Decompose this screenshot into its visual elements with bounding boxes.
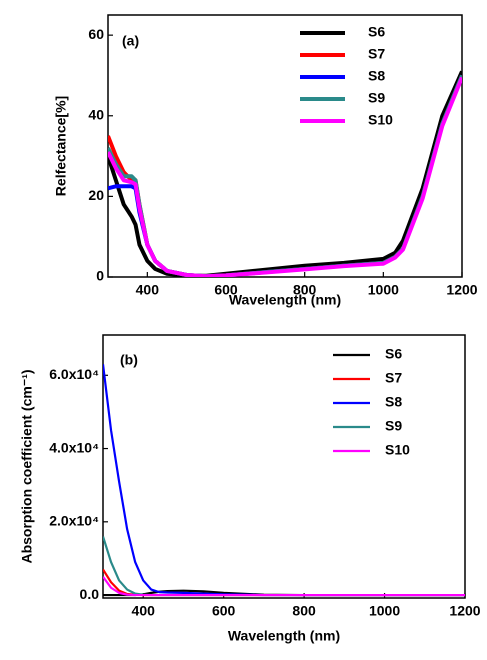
data-line [108,74,462,277]
y-tick-label: 6.0x10⁴ [49,366,99,382]
y-tick-label: 60 [88,26,104,42]
data-line [103,364,465,597]
panel-label: (a) [122,33,139,49]
legend-label: S8 [385,394,402,410]
legend-label: S6 [385,346,402,362]
x-tick-label: 800 [292,603,316,619]
y-tick-label: 20 [88,187,104,203]
x-tick-label: 1000 [368,282,399,298]
y-tick-label: 4.0x10⁴ [49,439,99,455]
y-tick-label: 0.0 [80,586,100,602]
legend-label: S9 [385,418,402,434]
data-line [103,576,465,597]
data-line [108,70,462,277]
plot-area [108,70,462,277]
data-line [108,74,462,277]
y-axis-label: Relfectance[%] [53,96,69,196]
legend-label: S7 [368,46,385,62]
y-tick-label: 2.0x10⁴ [49,513,99,529]
y-axis-label: Absorption coefficient (cm⁻¹) [19,369,35,563]
axes-frame [102,334,466,599]
legend-label: S9 [368,90,385,106]
x-tick-label: 1200 [449,603,480,619]
data-line [108,74,462,277]
panel-label: (b) [120,352,138,368]
x-tick-label: 400 [132,603,156,619]
y-tick-label: 40 [88,106,104,122]
x-tick-label: 400 [136,282,160,298]
x-tick-label: 1000 [369,603,400,619]
x-axis-label: Wavelength (nm) [228,628,340,644]
x-tick-label: 600 [214,282,238,298]
x-tick-label: 800 [293,282,317,298]
legend-label: S6 [368,24,385,40]
y-tick-label: 0 [96,268,104,284]
plot-area [103,364,465,597]
data-line [103,536,465,597]
legend-label: S7 [385,370,402,386]
legend-label: S8 [368,68,385,84]
x-axis-label: Wavelength (nm) [229,292,341,308]
axes-frame [107,14,463,278]
data-line [108,76,462,277]
legend-label: S10 [368,112,393,128]
x-tick-label: 600 [212,603,236,619]
x-tick-label: 1200 [446,282,477,298]
legend-label: S10 [385,442,410,458]
